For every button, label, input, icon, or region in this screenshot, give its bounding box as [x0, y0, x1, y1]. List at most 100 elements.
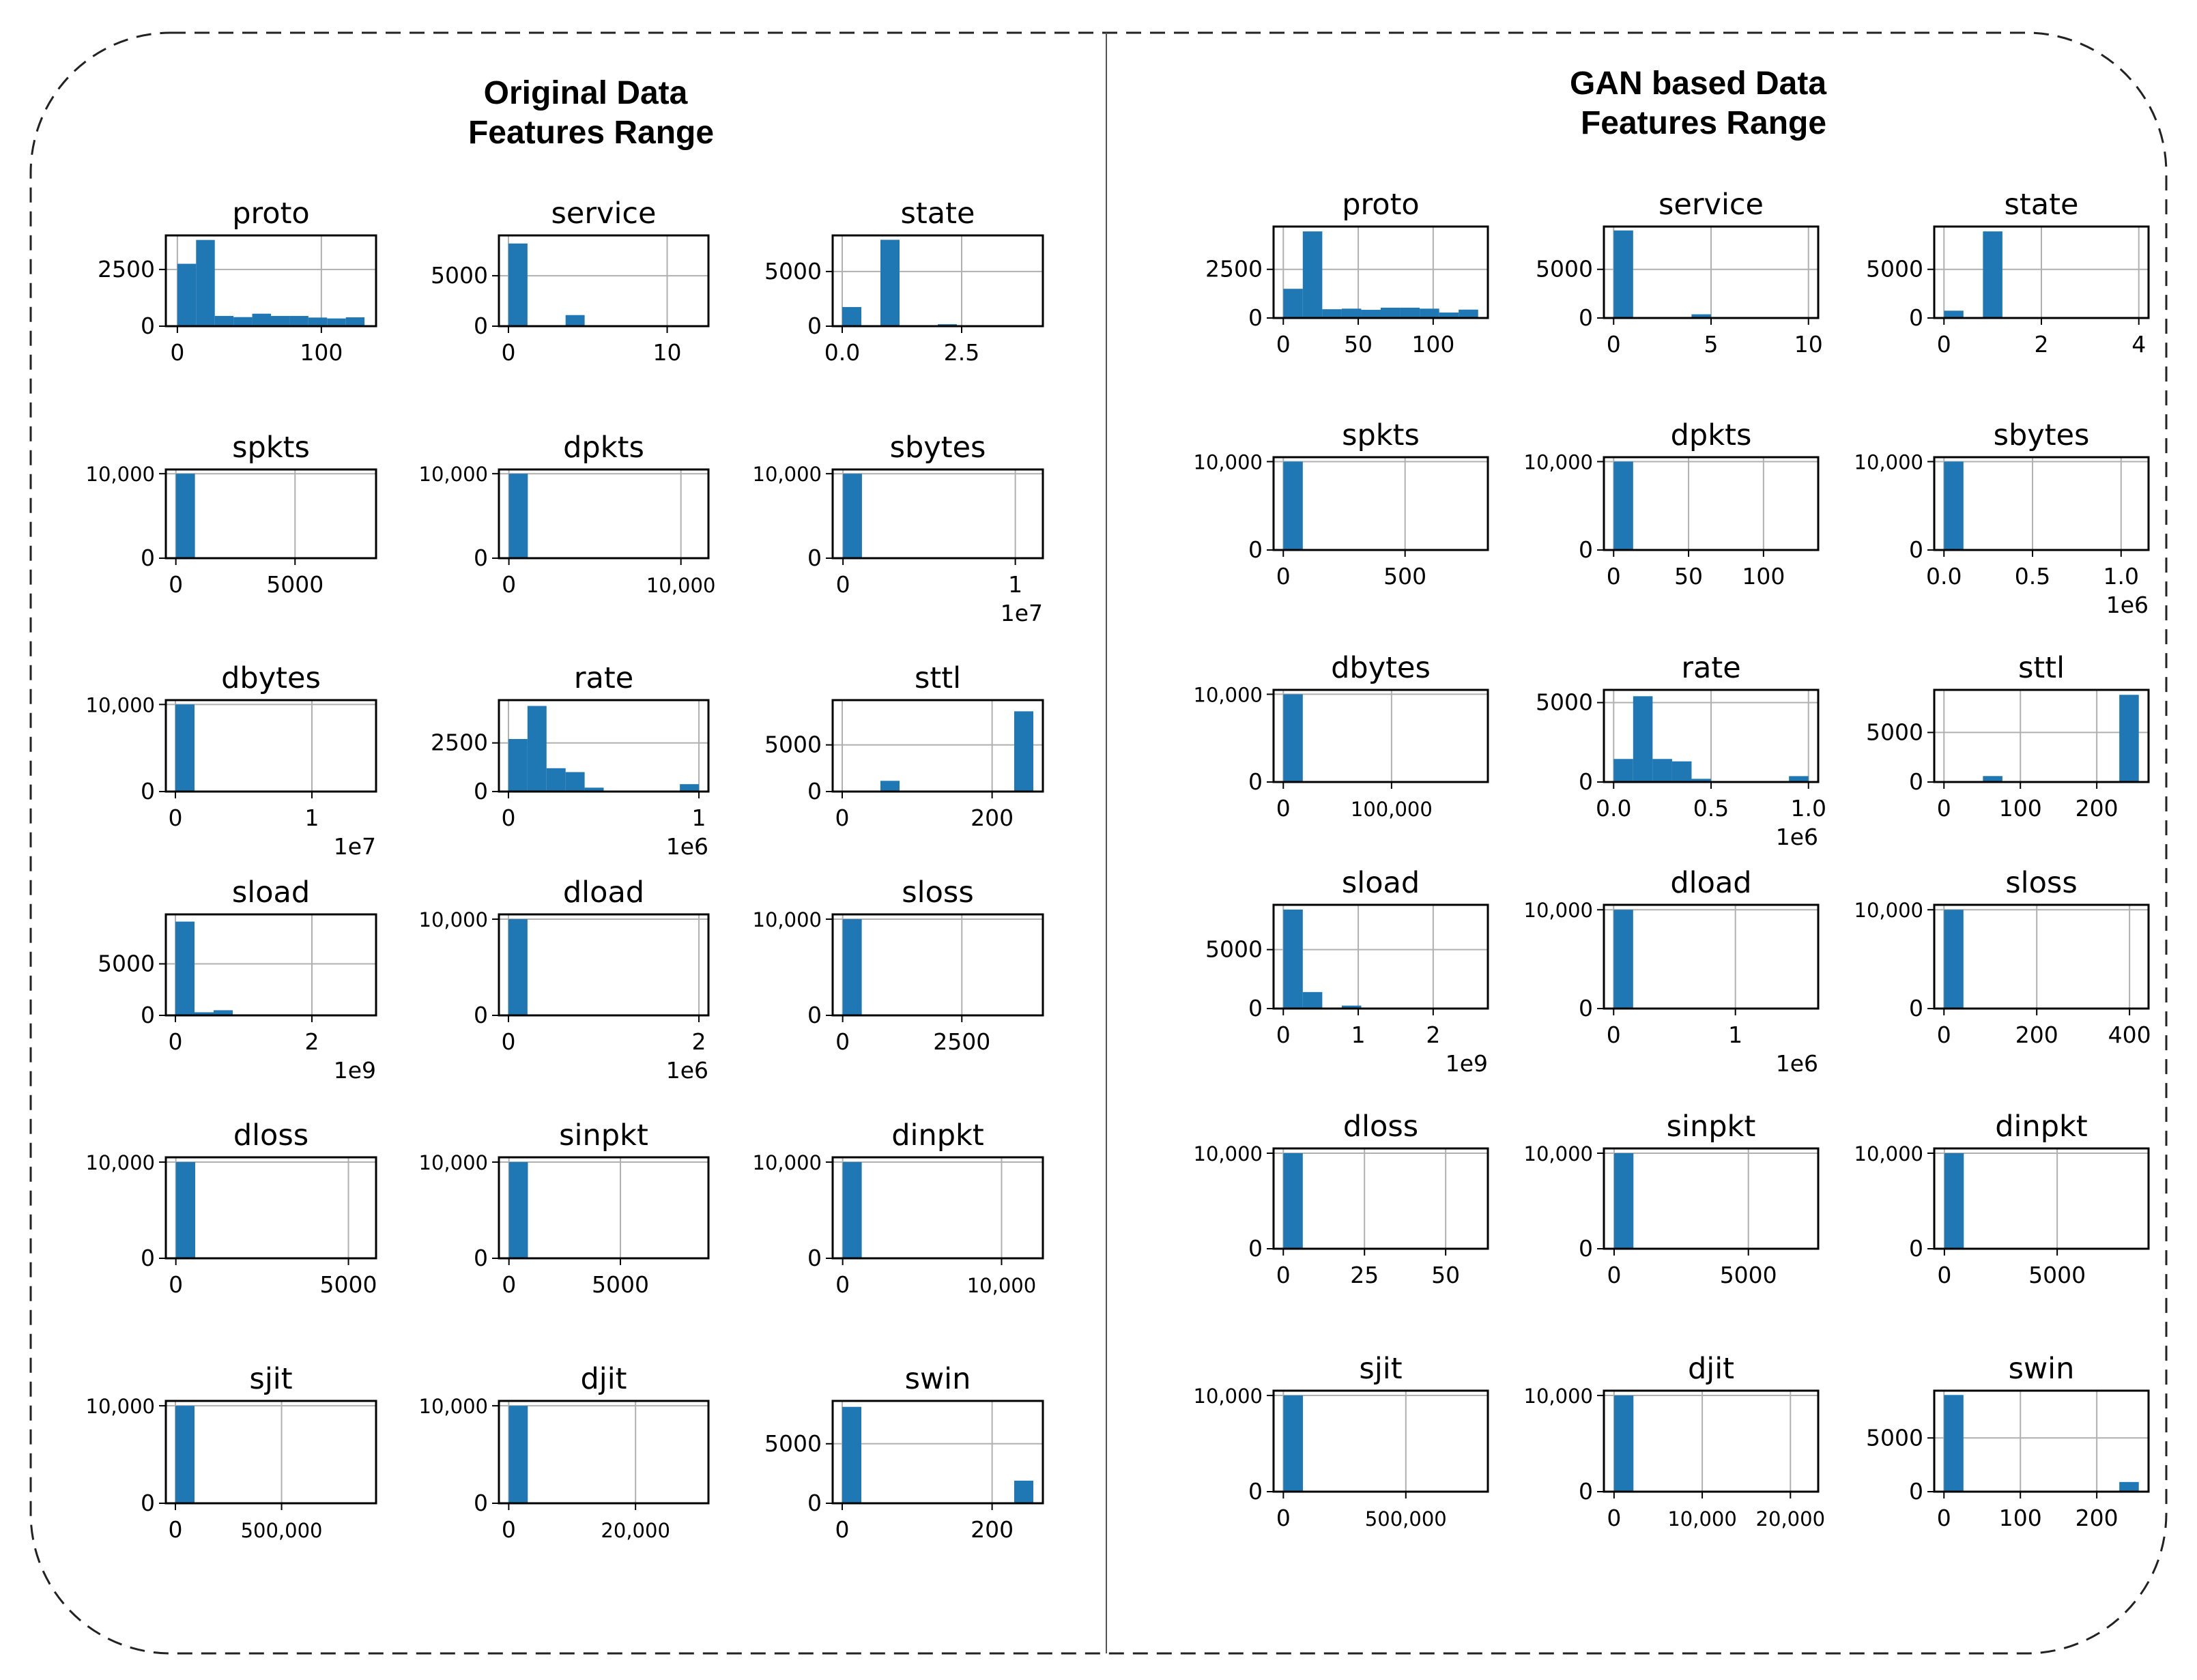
- x-tick-label: 1: [692, 805, 706, 831]
- histogram-bar: [1613, 1395, 1634, 1492]
- histogram-original-sloss: sloss 0 2500 0 10,000: [753, 875, 1044, 1055]
- plot-title: dinpkt: [891, 1118, 984, 1153]
- histogram-bar: [1691, 314, 1711, 318]
- y-tick-label: 0: [1909, 1478, 1923, 1505]
- axes-frame: [1933, 903, 2150, 1010]
- histogram-bar: [842, 1406, 861, 1503]
- histogram-original-sinpkt: sinpkt 0 5000 0 10,000: [419, 1118, 710, 1298]
- x-tick-label: 5000: [2028, 1262, 2086, 1288]
- y-tick-label: 10,000: [1524, 450, 1593, 474]
- x-tick-label: 400: [2108, 1022, 2151, 1048]
- y-tick-label: 10,000: [753, 908, 822, 931]
- y-tick-label: 0: [1909, 995, 1923, 1022]
- histogram-bar: [880, 781, 900, 792]
- y-tick-label: 0: [1248, 536, 1263, 563]
- plot-title: sttl: [915, 661, 961, 695]
- histogram-gan-proto: proto 0 50 100 0 2500: [1205, 188, 1489, 358]
- x-tick-label: 0: [835, 805, 850, 831]
- histogram-bar: [1789, 776, 1809, 782]
- histogram-bar: [1944, 910, 1964, 1009]
- x-tick-label: 10: [653, 339, 682, 366]
- histogram-original-state: state 0.0 2.5 0 5000: [764, 197, 1044, 366]
- plot-title: spkts: [1342, 418, 1420, 452]
- x-tick-label: 5000: [592, 1271, 649, 1298]
- histogram-bar: [1944, 1153, 1964, 1249]
- axes-frame: [831, 1156, 1044, 1260]
- x-tick-label: 0.5: [2015, 563, 2050, 590]
- axes-frame: [164, 913, 377, 1017]
- plot-title: rate: [574, 661, 633, 695]
- axes-frame: [164, 468, 377, 560]
- x-tick-label: 0: [170, 339, 184, 366]
- y-tick-label: 0: [807, 313, 822, 339]
- plot-title: sload: [232, 875, 310, 910]
- x-tick-label: 10,000: [1667, 1507, 1736, 1531]
- x-tick-label: 2: [2035, 331, 2049, 358]
- histogram-bar: [565, 772, 585, 792]
- y-tick-label: 2500: [431, 729, 488, 756]
- plot-title: service: [1658, 188, 1764, 222]
- x-tick-label: 0: [1937, 795, 1951, 822]
- y-tick-label: 10,000: [1194, 450, 1263, 474]
- y-tick-label: 0: [807, 1002, 822, 1028]
- histogram-gan-service: service 0 5 10 0 5000: [1536, 188, 1823, 358]
- x-tick-label: 2500: [933, 1028, 990, 1055]
- x-tick-label: 5000: [266, 571, 324, 598]
- x-tick-label: 0: [502, 1516, 516, 1543]
- histogram-bar: [842, 919, 862, 1015]
- histogram-bar: [565, 315, 585, 326]
- plot-title: proto: [1342, 188, 1420, 222]
- x-tick-label: 0: [169, 1028, 183, 1055]
- axes-frame: [1933, 456, 2150, 551]
- x-tick-label: 10: [1794, 331, 1823, 358]
- plot-title: sjit: [249, 1362, 292, 1396]
- y-tick-label: 0: [1248, 1478, 1263, 1505]
- x-tick-label: 2: [305, 1028, 319, 1055]
- histogram-bar: [2119, 695, 2139, 782]
- histogram-bar: [252, 313, 271, 326]
- x-tick-label: 200: [971, 1516, 1014, 1543]
- x-tick-label: 500: [1383, 563, 1426, 590]
- x-tick-label: 0: [169, 805, 183, 831]
- axes-frame: [1603, 1389, 1820, 1493]
- y-tick-label: 10,000: [419, 908, 488, 931]
- y-tick-label: 5000: [1866, 719, 1923, 745]
- x-tick-label: 10,000: [967, 1274, 1036, 1297]
- x-tick-label: 100,000: [1351, 798, 1433, 821]
- histogram-bar: [508, 1406, 528, 1503]
- y-tick-label: 0: [1579, 1235, 1593, 1262]
- x-offset-label: 1e7: [334, 833, 376, 860]
- left-title-line2: Features Range: [468, 115, 714, 151]
- x-tick-label: 0: [1607, 563, 1621, 590]
- plot-title: djit: [1688, 1352, 1734, 1386]
- plot-title: dloss: [233, 1118, 308, 1153]
- histogram-bar: [1613, 910, 1633, 1009]
- histogram-bar: [1381, 307, 1401, 318]
- axes-frame: [831, 699, 1044, 793]
- x-tick-label: 2.5: [944, 339, 979, 366]
- x-tick-label: 0: [1937, 1505, 1951, 1531]
- y-tick-label: 0: [1579, 995, 1593, 1022]
- x-tick-label: 1: [1351, 1022, 1366, 1048]
- y-tick-label: 10,000: [1524, 1142, 1593, 1165]
- histogram-bar: [1420, 308, 1439, 318]
- y-tick-label: 10,000: [1194, 1385, 1263, 1408]
- x-tick-label: 200: [971, 805, 1014, 831]
- x-tick-label: 20,000: [1756, 1507, 1825, 1531]
- histogram-bar: [1322, 309, 1342, 318]
- axes-frame: [1603, 903, 1820, 1010]
- y-tick-label: 5000: [764, 258, 822, 285]
- histogram-bar: [214, 1010, 233, 1015]
- x-tick-label: 5000: [1720, 1262, 1777, 1288]
- y-tick-label: 0: [1909, 536, 1923, 563]
- histogram-gan-sinpkt: sinpkt 0 5000 0 10,000: [1524, 1110, 1820, 1288]
- x-tick-label: 0: [1607, 1505, 1621, 1531]
- x-tick-label: 0: [836, 571, 850, 598]
- y-tick-label: 10,000: [1194, 683, 1263, 706]
- plot-title: rate: [1681, 651, 1740, 685]
- histogram-original-swin: swin 0 200 0 5000: [764, 1362, 1044, 1543]
- histogram-gan-rate: rate 0.0 0.5 1.0 0 5000 1e6: [1536, 651, 1826, 850]
- plot-title: swin: [2009, 1352, 2075, 1386]
- plot-title: dpkts: [563, 431, 644, 465]
- y-tick-label: 0: [474, 1002, 488, 1028]
